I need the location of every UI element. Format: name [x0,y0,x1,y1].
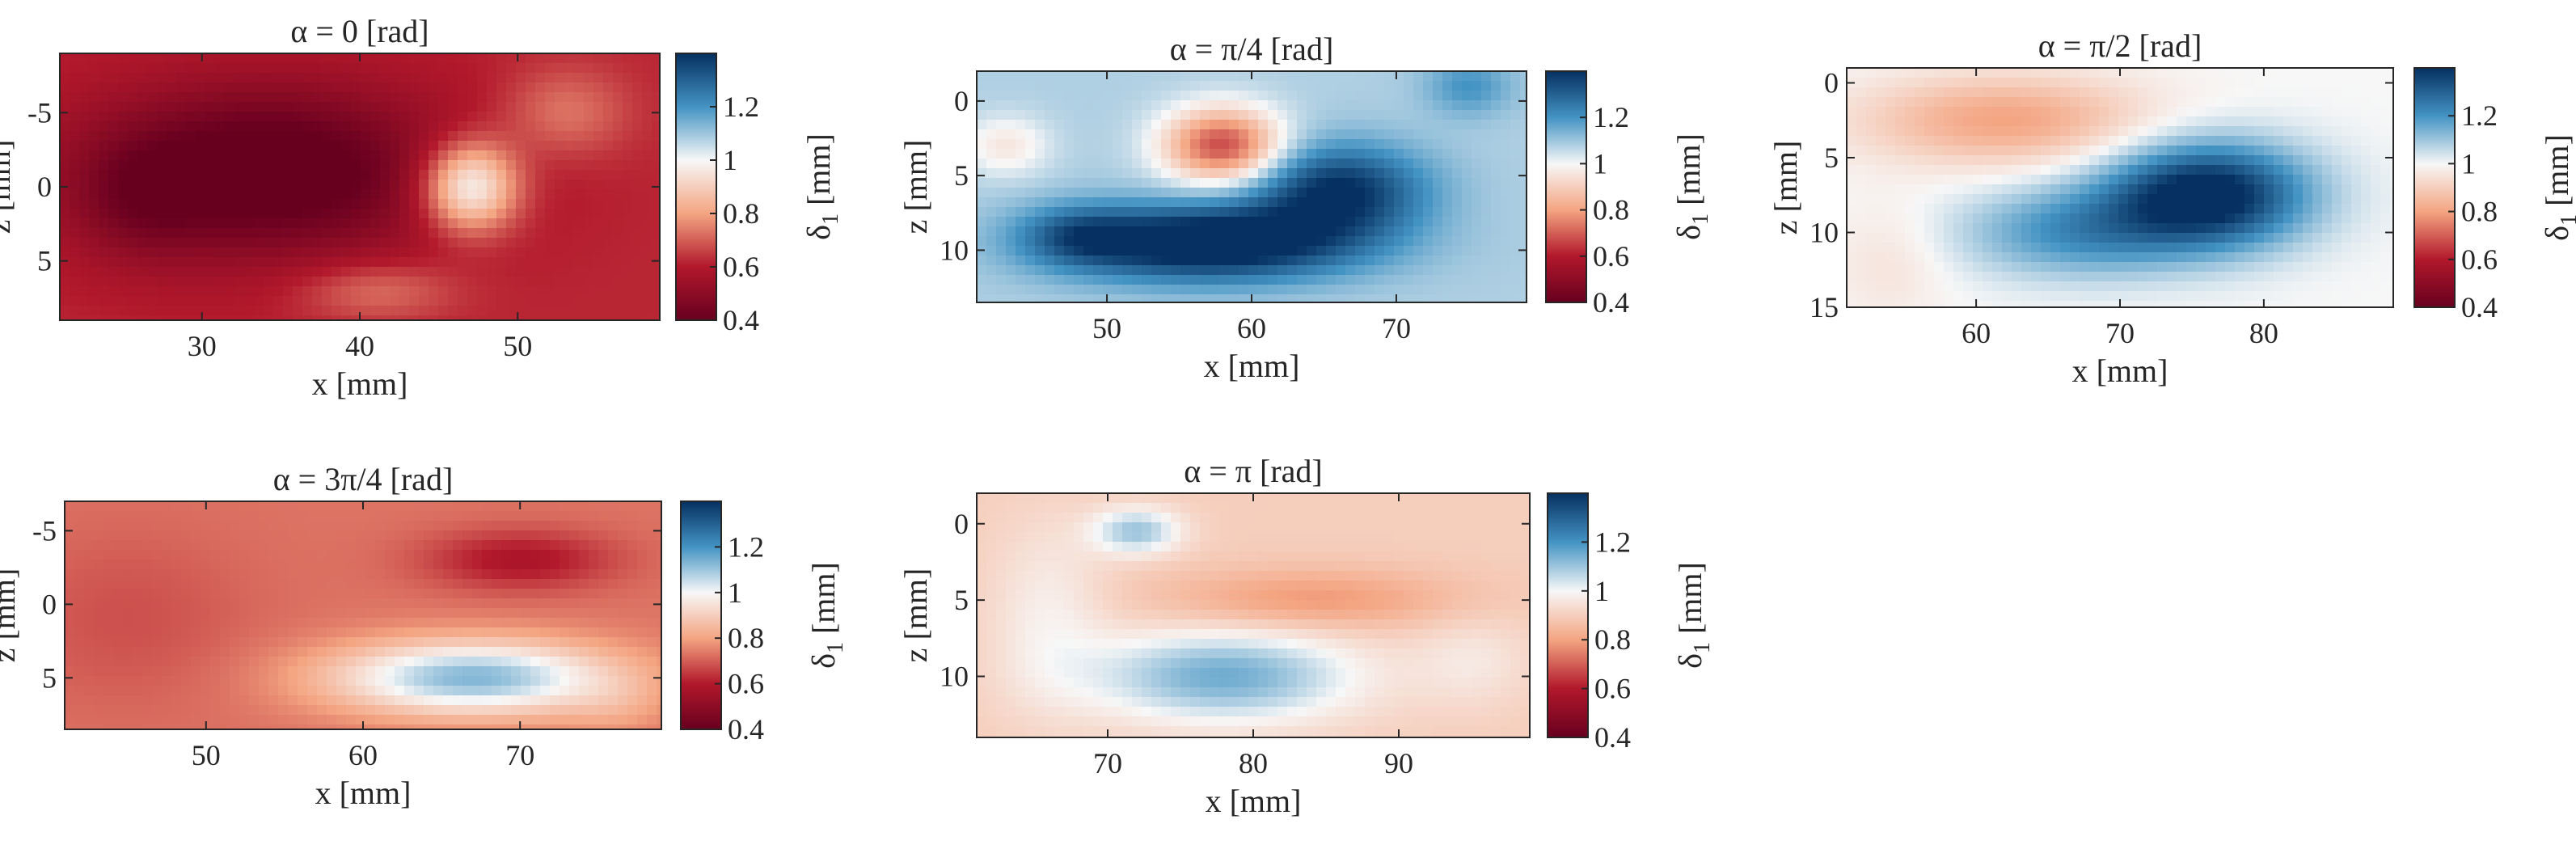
y-axis-label: z [mm] [1767,141,1804,235]
heatmap-field [977,71,1527,302]
colorbar-tick-label: 0.6 [723,251,759,283]
subplot-3: 60 70 80 0 5 10 15 α = π/2 [rad] x [mm] z [mm] 0.4… [1767,27,2576,389]
colorbar-tick-label: 1.2 [1593,101,1629,133]
y-axis-label: z [mm] [0,568,22,663]
x-tick-label: 70 [1382,312,1411,344]
colorbar-label: δ1 [mm] [805,562,848,669]
x-tick-label: 70 [1093,747,1122,779]
colorbar: 0.4 0.6 0.8 1 1.2 δ1 [mm] [675,53,843,336]
colorbar-label: δ1 [mm] [1670,133,1713,240]
colorbar-label: δ1 [mm] [1672,562,1715,669]
colorbar-tick-label: 1 [1594,575,1609,607]
y-tick-label: 0 [954,508,969,540]
x-axis-label: x [mm] [312,365,408,402]
y-axis-label: z [mm] [0,140,17,234]
colorbar-tick-label: 1.2 [1594,526,1631,558]
x-tick-label: 70 [505,739,534,771]
colorbar-gradient [2413,67,2456,308]
y-tick-label: 15 [1810,291,1839,323]
x-axis-label: x [mm] [1204,348,1300,384]
y-tick-label: 10 [940,234,969,266]
y-tick-label: 0 [42,588,57,620]
y-tick-label: 0 [37,171,52,203]
colorbar-tick-label: 1 [2461,147,2476,180]
colorbar-tick-label: 0.4 [1593,286,1629,319]
x-axis-label: x [mm] [2072,353,2168,389]
colorbar-tick-label: 1.2 [2461,99,2498,132]
x-tick-label: 40 [345,330,374,362]
colorbar: 0.4 0.6 0.8 1 1.2 δ1 [mm] [680,501,848,746]
chart-title: α = 0 [rad] [290,13,429,49]
y-tick-label: -5 [32,514,57,547]
colorbar-tick-label: 1 [723,144,737,176]
colorbar-tick-label: 0.4 [728,713,764,746]
chart-title: α = π/4 [rad] [1170,31,1334,67]
x-tick-label: 80 [1239,747,1268,779]
y-tick-label: 5 [954,159,969,192]
x-axis-label: x [mm] [315,775,412,811]
colorbar: 0.4 0.6 0.8 1 1.2 δ1 [mm] [1545,70,1713,319]
x-tick-label: 60 [1237,312,1266,344]
x-axis-label: x [mm] [1206,783,1302,819]
y-tick-label: -5 [27,96,52,129]
y-axis-label: z [mm] [897,568,934,663]
colorbar-tick-label: 0.4 [2461,291,2498,323]
y-axis-label: z [mm] [897,140,934,234]
colorbar-tick-label: 0.4 [1594,721,1631,754]
y-tick-label: 5 [954,584,969,616]
colorbar-tick-label: 1.2 [723,91,759,123]
y-tick-label: 10 [940,661,969,693]
heatmap-field [65,501,661,729]
colorbar-tick-label: 0.8 [2461,196,2498,228]
colorbar-gradient [1547,492,1589,738]
x-tick-label: 50 [1092,312,1121,344]
colorbar-tick-label: 0.8 [1594,623,1631,656]
colorbar-tick-label: 0.8 [723,197,759,230]
colorbar-tick-label: 0.8 [1593,194,1629,226]
chart-title: α = 3π/4 [rad] [273,461,454,497]
x-tick-label: 80 [2249,317,2278,349]
colorbar-gradient [1545,70,1587,303]
y-tick-label: 0 [954,85,969,117]
colorbar-tick-label: 1 [1593,147,1607,180]
colorbar: 0.4 0.6 0.8 1 1.2 δ1 [mm] [1547,492,1715,754]
colorbar-gradient [675,53,717,321]
heatmap-field [60,53,660,320]
colorbar-label: δ1 [mm] [2539,134,2576,241]
colorbar-tick-label: 0.6 [1594,673,1631,705]
colorbar-tick-label: 1 [728,577,742,609]
y-tick-label: 5 [42,661,57,694]
x-tick-label: 50 [503,330,532,362]
colorbar-tick-label: 0.4 [723,304,759,336]
colorbar-gradient [680,501,722,730]
chart-title: α = π [rad] [1184,453,1322,489]
y-tick-label: 5 [37,245,52,277]
x-tick-label: 70 [2105,317,2135,349]
colorbar-tick-label: 0.6 [1593,240,1629,272]
colorbar-label: δ1 [mm] [800,133,843,240]
y-tick-label: 0 [1824,67,1839,99]
colorbar-tick-label: 0.8 [728,622,764,654]
heatmap-field [977,493,1530,737]
x-tick-label: 60 [1962,317,1991,349]
x-tick-label: 60 [348,739,378,771]
y-tick-label: 5 [1824,142,1839,174]
colorbar-tick-label: 1.2 [728,530,764,563]
chart-title: α = π/2 [rad] [2038,27,2202,64]
x-tick-label: 90 [1384,747,1413,779]
heatmap-field [1847,68,2393,307]
colorbar-tick-label: 0.6 [2461,243,2498,276]
x-tick-label: 50 [192,739,221,771]
y-tick-label: 10 [1810,217,1839,249]
x-tick-label: 30 [188,330,217,362]
colorbar-tick-label: 0.6 [728,668,764,700]
colorbar: 0.4 0.6 0.8 1 1.2 δ1 [mm] [2413,67,2576,323]
